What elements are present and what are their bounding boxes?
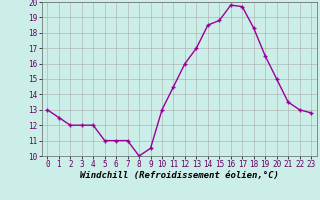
X-axis label: Windchill (Refroidissement éolien,°C): Windchill (Refroidissement éolien,°C)	[80, 171, 279, 180]
